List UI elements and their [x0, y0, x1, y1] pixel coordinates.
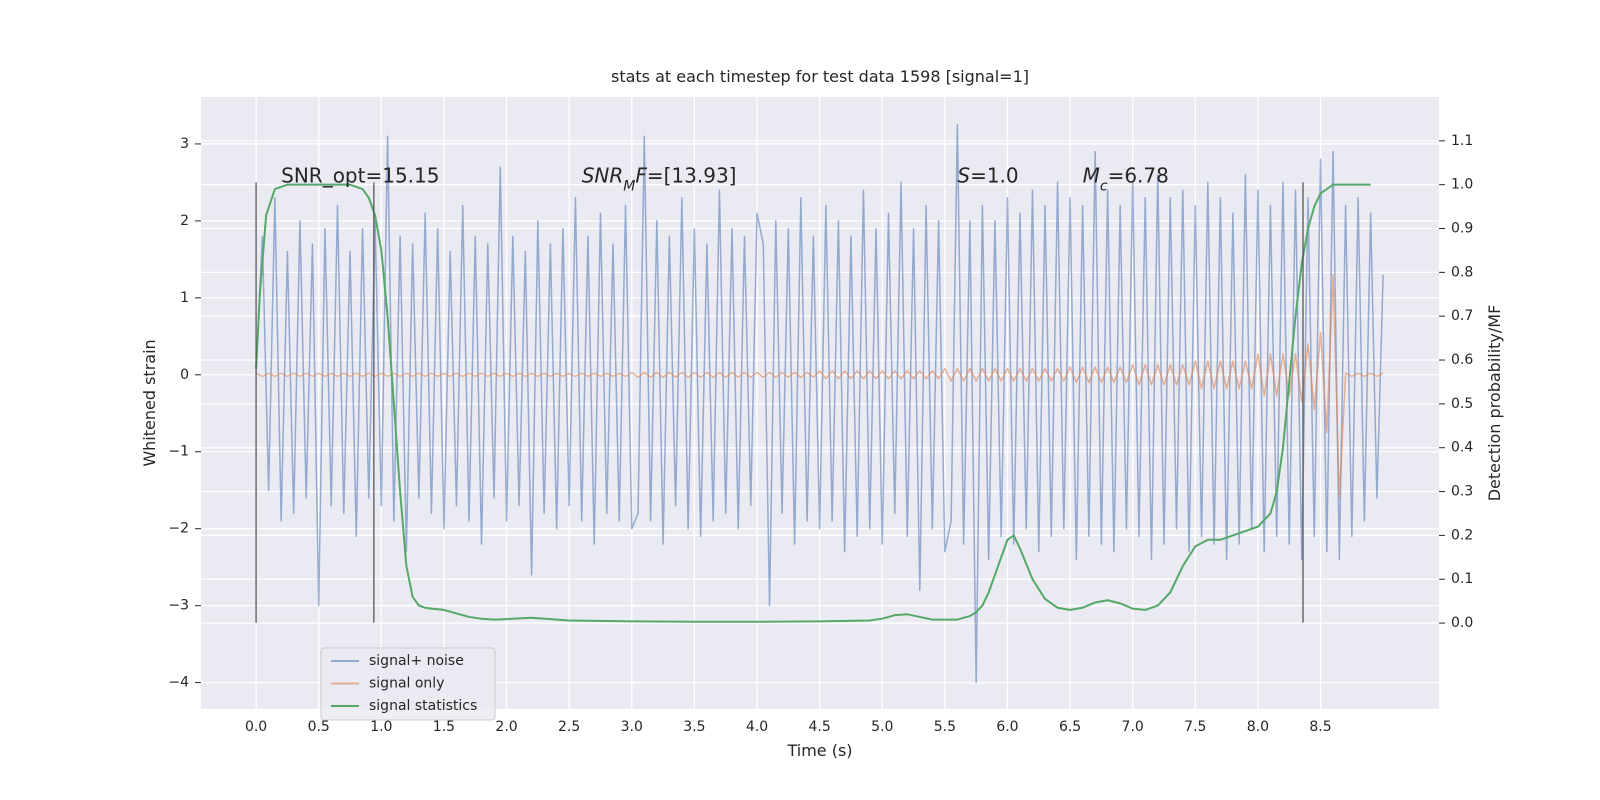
- x-tick-label: 7.5: [1184, 719, 1206, 735]
- annotation: SNRMF=[13.93]: [582, 163, 737, 194]
- x-tick-label: 8.0: [1247, 719, 1269, 735]
- annotation-part: S: [957, 163, 970, 187]
- y2-tick-label: 0.4: [1451, 440, 1473, 456]
- y2-tick-label: 0.7: [1451, 308, 1473, 324]
- x-tick-label: 5.5: [934, 719, 956, 735]
- y-tick-label: −1: [168, 444, 189, 460]
- y2-axis-label: Detection probability/MF: [1485, 305, 1504, 502]
- x-tick-label: 0.0: [245, 719, 267, 735]
- y2-tick-label: 1.0: [1451, 177, 1473, 193]
- annotation-part: SNR: [582, 163, 624, 187]
- x-tick-label: 3.0: [621, 719, 643, 735]
- y2-tick-label: 1.1: [1451, 133, 1473, 149]
- y-tick-label: 2: [180, 213, 189, 229]
- x-tick-label: 4.0: [746, 719, 768, 735]
- x-tick-label: 3.5: [683, 719, 705, 735]
- y-axis-label: Whitened strain: [140, 339, 159, 466]
- y2-tick-label: 0.1: [1451, 571, 1473, 587]
- legend-box: [320, 647, 496, 721]
- y-tick-label: −3: [168, 598, 189, 614]
- annotation-part: =[13.93]: [647, 163, 737, 187]
- annotation: SNR_opt=15.15: [281, 163, 439, 187]
- x-tick-label: 0.5: [308, 719, 330, 735]
- y-tick-label: −2: [168, 521, 189, 537]
- y2-tick-label: 0.8: [1451, 264, 1473, 280]
- y-tick-label: 3: [180, 136, 189, 152]
- chart-title: stats at each timestep for test data 159…: [611, 67, 1029, 86]
- y-tick-label: 0: [180, 367, 189, 383]
- legend-label: signal only: [369, 676, 444, 692]
- annotation-part: c: [1100, 178, 1108, 194]
- y-tick-label: −4: [168, 675, 189, 691]
- legend-label: signal+ noise: [369, 653, 464, 669]
- legend-label: signal statistics: [369, 698, 477, 714]
- x-tick-label: 7.0: [1122, 719, 1144, 735]
- x-tick-label: 4.5: [808, 719, 830, 735]
- y2-tick-label: 0.2: [1451, 527, 1473, 543]
- annotation-part: M: [623, 178, 635, 194]
- series-line: [255, 183, 1371, 623]
- annotation-part: SNR_opt=15.15: [281, 163, 439, 187]
- x-tick-label: 5.0: [871, 719, 893, 735]
- y2-tick-label: 0.9: [1451, 221, 1473, 237]
- x-tick-label: 1.0: [370, 719, 392, 735]
- y2-tick-label: 0.5: [1451, 396, 1473, 412]
- y2-tick-label: 0.0: [1451, 615, 1473, 631]
- annotation: Mc=6.78: [1083, 163, 1169, 194]
- y2-tick-label: 0.6: [1451, 352, 1473, 368]
- x-axis-label: Time (s): [786, 741, 852, 760]
- annotation-part: =6.78: [1108, 163, 1169, 187]
- x-tick-label: 6.0: [996, 719, 1018, 735]
- y-tick-label: 1: [180, 290, 189, 306]
- x-tick-label: 2.0: [495, 719, 517, 735]
- y2-tick-label: 0.3: [1451, 484, 1473, 500]
- annotation-part: M: [1083, 163, 1100, 187]
- annotation-part: F: [635, 163, 647, 187]
- series-line: [255, 123, 1384, 684]
- annotation-part: =1.0: [970, 163, 1019, 187]
- series-line: [255, 274, 1384, 499]
- annotation: S=1.0: [957, 163, 1018, 187]
- x-tick-label: 6.5: [1059, 719, 1081, 735]
- x-tick-label: 2.5: [558, 719, 580, 735]
- x-tick-label: 1.5: [433, 719, 455, 735]
- x-tick-label: 8.5: [1309, 719, 1331, 735]
